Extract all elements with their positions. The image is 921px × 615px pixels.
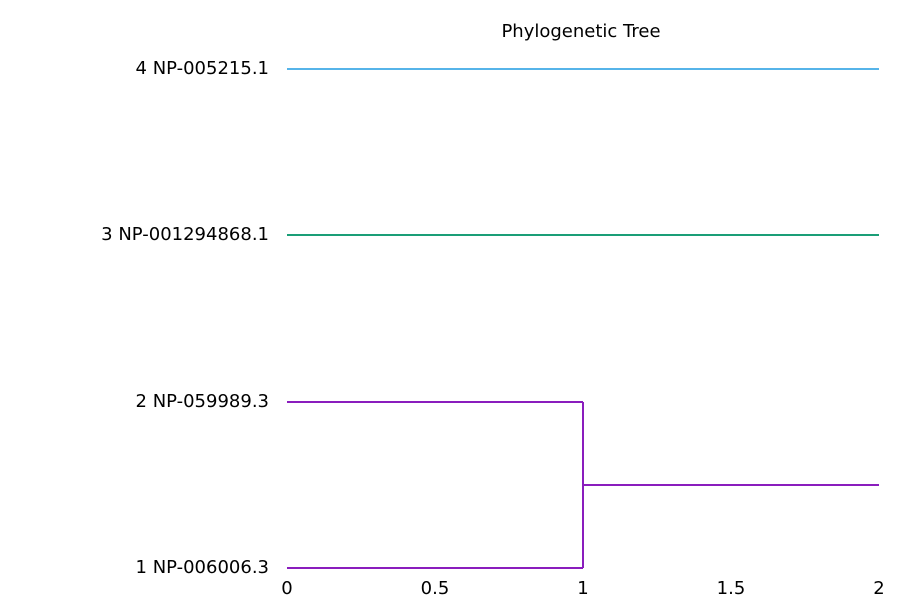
leaf-label: 4 NP-005215.1 bbox=[136, 58, 269, 79]
x-axis-ticks: 0 0.5 1 1.5 2 bbox=[281, 578, 884, 599]
branch-group bbox=[287, 68, 879, 569]
leaf-label: 3 NP-001294868.1 bbox=[101, 224, 269, 245]
x-tick-label: 1.5 bbox=[717, 578, 746, 599]
x-tick-label: 2 bbox=[873, 578, 884, 599]
leaf-label: 2 NP-059989.3 bbox=[136, 391, 269, 412]
x-tick-label: 1 bbox=[577, 578, 588, 599]
leaf-label: 1 NP-006006.3 bbox=[136, 557, 269, 578]
x-tick-label: 0.5 bbox=[421, 578, 450, 599]
leaf-label-group: 4 NP-005215.1 3 NP-001294868.1 2 NP-059989… bbox=[101, 58, 269, 578]
chart-title: Phylogenetic Tree bbox=[501, 21, 660, 42]
x-tick-label: 0 bbox=[281, 578, 292, 599]
